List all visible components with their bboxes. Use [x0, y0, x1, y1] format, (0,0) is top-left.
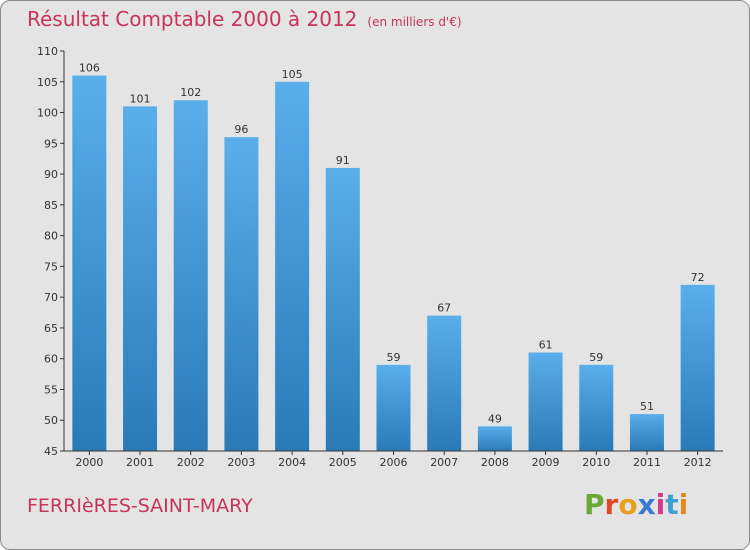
data-label-2012: 72: [691, 271, 705, 284]
chart-title: Résultat Comptable 2000 à 2012 (en millie…: [27, 7, 462, 31]
data-label-2000: 106: [79, 62, 100, 75]
y-tick-label-90: 90: [44, 168, 58, 181]
bar-2012: [680, 284, 715, 451]
logo-letter: P: [584, 488, 605, 521]
y-tick-label-85: 85: [44, 199, 58, 212]
logo-letter: i: [655, 488, 666, 521]
data-label-2011: 51: [640, 400, 654, 413]
x-tick-label-2000: 2000: [75, 456, 103, 469]
y-tick-label-80: 80: [44, 230, 58, 243]
data-label-2005: 91: [336, 154, 350, 167]
bar-2004: [275, 81, 310, 452]
data-label-2004: 105: [282, 68, 303, 81]
data-label-2006: 59: [387, 351, 401, 364]
y-tick-label-95: 95: [44, 137, 58, 150]
data-label-2001: 101: [130, 92, 151, 105]
bar-2001: [123, 106, 158, 451]
data-label-2002: 102: [180, 86, 201, 99]
x-tick-label-2006: 2006: [380, 456, 408, 469]
title-unit: (en milliers d'€): [367, 15, 462, 29]
x-tick-label-2008: 2008: [481, 456, 509, 469]
bar-2007: [427, 315, 462, 451]
x-tick-label-2007: 2007: [430, 456, 458, 469]
y-tick-label-75: 75: [44, 260, 58, 273]
x-tick-label-2003: 2003: [227, 456, 255, 469]
bar-2003: [224, 137, 259, 451]
y-tick-label-55: 55: [44, 383, 58, 396]
town-name: FERRIèRES-SAINT-MARY: [27, 495, 253, 517]
y-tick-label-105: 105: [37, 76, 58, 89]
x-tick-label-2004: 2004: [278, 456, 306, 469]
x-tick-label-2011: 2011: [633, 456, 661, 469]
y-tick-label-70: 70: [44, 291, 58, 304]
x-tick-label-2012: 2012: [684, 456, 712, 469]
y-tick-label-50: 50: [44, 414, 58, 427]
bar-2008: [477, 426, 512, 451]
x-tick-label-2010: 2010: [582, 456, 610, 469]
x-tick-label-2001: 2001: [126, 456, 154, 469]
data-label-2007: 67: [437, 302, 451, 315]
y-tick-label-100: 100: [37, 107, 58, 120]
data-label-2008: 49: [488, 412, 502, 425]
data-label-2010: 59: [589, 351, 603, 364]
proxiti-logo: Proxiti: [584, 488, 688, 521]
data-label-2003: 96: [234, 123, 248, 136]
logo-letter: i: [678, 488, 689, 521]
bar-2000: [72, 75, 107, 451]
axes-group: 2000 2001 2002 2003 2004 2005 2006 2007 2008 2009…: [37, 45, 723, 469]
bar-2010: [579, 364, 614, 451]
bar-2002: [173, 100, 208, 451]
bar-2005: [325, 167, 360, 451]
x-tick-label-2002: 2002: [177, 456, 205, 469]
y-tick-label-45: 45: [44, 445, 58, 458]
logo-letter: t: [665, 488, 679, 521]
bar-2006: [376, 364, 411, 451]
bars-group: 106 101 102 96 105 91 59 67 49 61 59 51 72: [72, 62, 715, 452]
y-tick-label-60: 60: [44, 353, 58, 366]
bar-2011: [629, 414, 664, 451]
y-tick-label-110: 110: [37, 45, 58, 58]
logo-letter: x: [637, 488, 656, 521]
y-tick-label-65: 65: [44, 322, 58, 335]
data-label-2009: 61: [539, 339, 553, 352]
logo-letter: o: [618, 488, 638, 521]
x-tick-label-2009: 2009: [532, 456, 560, 469]
x-tick-label-2005: 2005: [329, 456, 357, 469]
title-text: Résultat Comptable 2000 à 2012: [27, 7, 358, 31]
logo-letter: r: [604, 488, 619, 521]
bar-2009: [528, 352, 563, 451]
